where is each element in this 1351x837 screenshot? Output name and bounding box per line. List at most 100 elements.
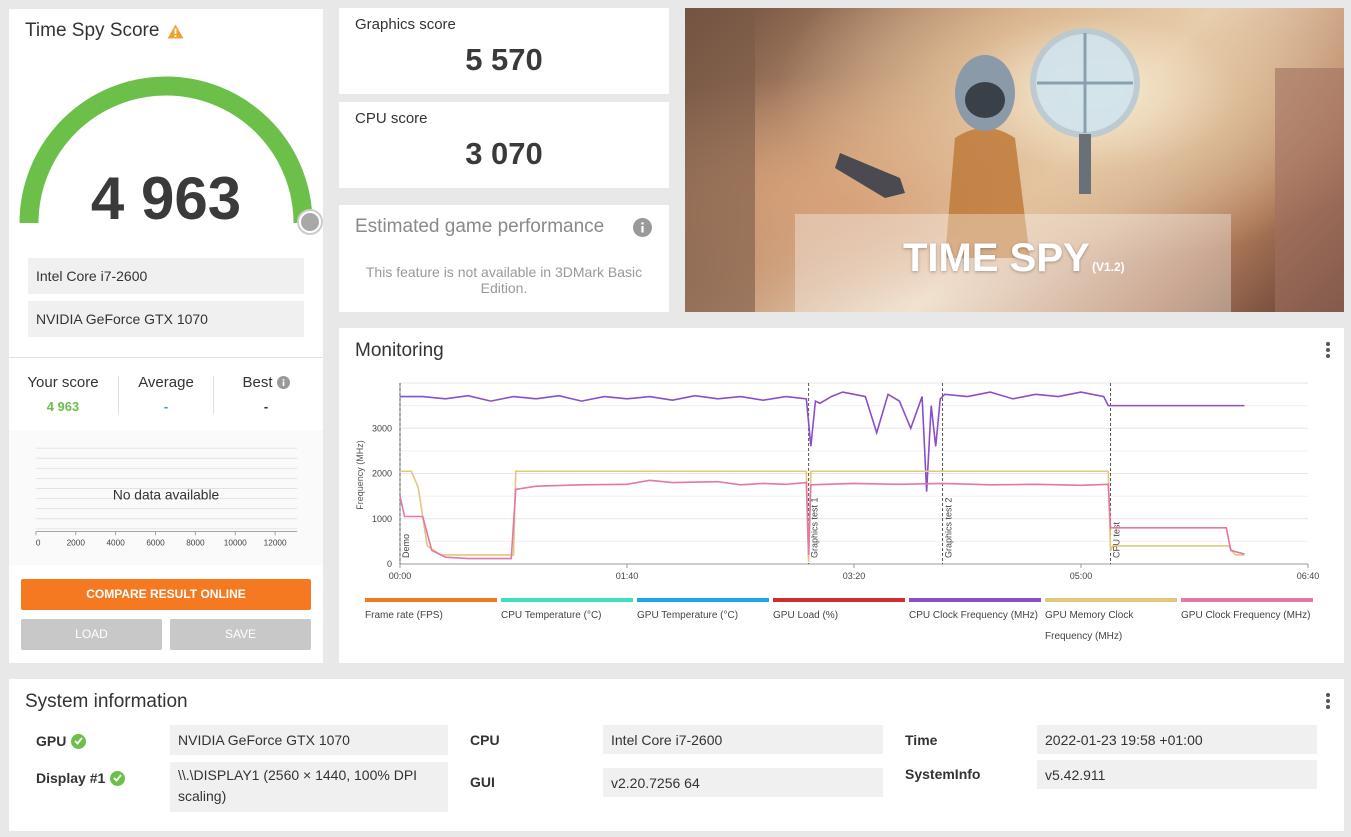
monitoring-title: Monitoring xyxy=(355,340,444,361)
check-icon xyxy=(71,733,87,749)
gpu-label: GPU xyxy=(36,733,87,749)
compare-result-online-button[interactable]: COMPARE RESULT ONLINE xyxy=(21,579,311,610)
systeminfo-value: v5.42.911 xyxy=(1037,760,1317,789)
x-tick-label: 06:40 xyxy=(1297,571,1320,581)
score-panel: Time Spy Score 4 963 Intel Core i7-2600 … xyxy=(9,9,323,663)
separator xyxy=(213,376,214,414)
legend-item[interactable]: GPU Clock Frequency (MHz) xyxy=(1181,598,1313,626)
x-tick-label: 01:40 xyxy=(616,571,639,581)
legend-swatch xyxy=(773,598,905,602)
y-tick-label: 1000 xyxy=(372,514,392,524)
legend-swatch xyxy=(1045,598,1177,602)
legend-item[interactable]: CPU Clock Frequency (MHz) xyxy=(909,598,1041,626)
display-value: \\.\DISPLAY1 (2560 × 1440, 100% DPI scal… xyxy=(170,762,448,812)
estimated-performance-card: Estimated game performance This feature … xyxy=(339,205,669,312)
check-icon xyxy=(110,770,126,786)
legend-item[interactable]: GPU Temperature (°C) xyxy=(637,598,769,626)
legend-label: CPU Clock Frequency (MHz) xyxy=(909,610,1038,621)
monitoring-panel: Monitoring Frequency (MHz) Demo Graphics … xyxy=(339,328,1344,663)
series-line xyxy=(400,391,1245,492)
histogram-tick-label: 2000 xyxy=(67,538,86,547)
gui-value: v2.20.7256 64 xyxy=(603,768,883,797)
legend-item[interactable]: Frame rate (FPS) xyxy=(365,598,497,626)
more-options-icon[interactable] xyxy=(1326,342,1330,360)
no-data-text: No data available xyxy=(113,488,220,503)
legend-label: GPU Clock Frequency (MHz) xyxy=(1181,610,1311,621)
warning-icon[interactable] xyxy=(167,24,184,39)
histogram-tick-label: 8000 xyxy=(186,538,205,547)
cpu-value: Intel Core i7-2600 xyxy=(603,725,883,754)
best-value: - xyxy=(263,399,269,414)
histogram-tick-label: 10000 xyxy=(224,538,247,547)
series-line xyxy=(399,479,1245,560)
estimated-performance-message: This feature is not available in 3DMark … xyxy=(365,264,643,296)
legend-swatch xyxy=(501,598,633,602)
overall-score: 4 963 xyxy=(90,165,242,232)
time-label: Time xyxy=(905,732,938,748)
more-options-icon[interactable] xyxy=(1326,693,1330,711)
cpu-label: CPU xyxy=(470,732,500,748)
save-button[interactable]: SAVE xyxy=(170,619,311,650)
systeminfo-label: SystemInfo xyxy=(905,766,981,782)
hero-title: TIME SPY xyxy=(903,236,1090,280)
graphics-score-value: 5 570 xyxy=(465,42,543,77)
your-score-value: 4 963 xyxy=(46,399,80,414)
score-gauge xyxy=(19,76,323,235)
legend-item[interactable]: GPU Memory Clock Frequency (MHz) xyxy=(1045,598,1177,647)
histogram-tick-label: 12000 xyxy=(264,538,287,547)
gpu-value: NVIDIA GeForce GTX 1070 xyxy=(170,725,448,755)
histogram-bg xyxy=(9,430,323,565)
separator xyxy=(118,376,119,414)
cpu-name-box: Intel Core i7-2600 xyxy=(28,258,304,294)
cpu-score-card: CPU score 3 070 xyxy=(339,102,669,188)
cpu-score-value: 3 070 xyxy=(465,136,543,171)
estimated-performance-title: Estimated game performance xyxy=(355,216,605,237)
time-value: 2022-01-23 19:58 +01:00 xyxy=(1037,725,1317,754)
best-label: Best xyxy=(242,374,273,391)
histogram-tick-label: 6000 xyxy=(146,538,165,547)
hero-title-band xyxy=(795,214,1231,312)
phase-marker-label: CPU test xyxy=(1112,521,1122,558)
phase-marker-label: Graphics test 2 xyxy=(944,497,954,558)
average-value: - xyxy=(163,399,169,414)
gpu-label-text: GPU xyxy=(36,733,67,749)
best-column: Best - xyxy=(222,374,310,414)
y-tick-label: 2000 xyxy=(372,469,392,479)
info-icon[interactable] xyxy=(633,218,652,237)
monitoring-chart: Frequency (MHz) Demo Graphics test 1 Graph… xyxy=(355,382,1320,581)
gauge-arc xyxy=(19,76,313,224)
x-tick-label: 03:20 xyxy=(843,571,866,581)
your-score-label: Your score xyxy=(27,374,99,391)
y-tick-label: 3000 xyxy=(372,423,392,433)
y-tick-label: 0 xyxy=(387,559,392,569)
your-score-column: Your score 4 963 xyxy=(21,374,105,414)
score-title: Time Spy Score xyxy=(25,20,184,42)
legend-item[interactable]: GPU Load (%) xyxy=(773,598,905,626)
hero-artwork xyxy=(685,8,1344,312)
phase-marker-label: Graphics test 1 xyxy=(810,497,820,558)
legend-swatch xyxy=(637,598,769,602)
x-tick-label: 00:00 xyxy=(389,571,412,581)
system-information-title: System information xyxy=(25,691,188,712)
y-axis-label: Frequency (MHz) xyxy=(355,440,365,510)
phase-marker-label: Demo xyxy=(401,534,411,558)
histogram-tick-label: 4000 xyxy=(106,538,125,547)
legend-swatch xyxy=(1181,598,1313,602)
display-label: Display #1 xyxy=(36,770,126,786)
average-column: Average - xyxy=(124,374,208,414)
x-tick-label: 05:00 xyxy=(1070,571,1093,581)
legend-label: Frame rate (FPS) xyxy=(365,610,443,621)
display-label-text: Display #1 xyxy=(36,770,106,786)
series-line xyxy=(400,470,1245,562)
info-icon[interactable] xyxy=(276,376,290,389)
legend-label: GPU Temperature (°C) xyxy=(637,610,739,621)
graphics-score-card: Graphics score 5 570 xyxy=(339,8,669,94)
legend-swatch xyxy=(365,598,497,602)
gui-label: GUI xyxy=(470,774,495,790)
legend-item[interactable]: CPU Temperature (°C) xyxy=(501,598,633,626)
load-button[interactable]: LOAD xyxy=(21,619,162,650)
graphics-score-label: Graphics score xyxy=(355,16,456,33)
legend-label: CPU Temperature (°C) xyxy=(501,610,602,621)
legend-swatch xyxy=(909,598,1041,602)
score-title-text: Time Spy Score xyxy=(25,20,160,41)
